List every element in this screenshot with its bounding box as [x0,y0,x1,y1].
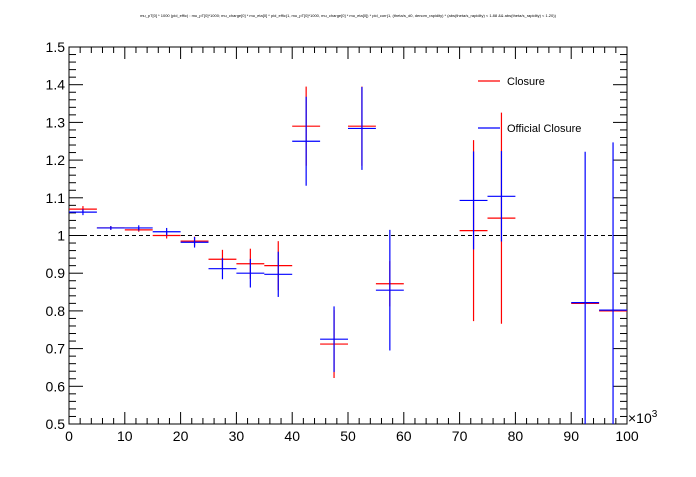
y-tick-label: 0.8 [46,303,66,319]
y-tick-label: 1.4 [46,77,66,93]
x-tick-label: 100 [615,428,639,444]
y-tick-label: 0.7 [46,341,66,357]
data-point [320,306,348,372]
x-tick-label: 70 [452,428,468,444]
data-point [69,209,97,216]
x-tick-label: 0 [65,428,73,444]
x-tick-label: 20 [173,428,189,444]
data-point [571,151,600,424]
data-point [292,96,321,186]
y-tick-label: 1 [57,228,65,244]
data-point [96,226,125,230]
x-tick-label: 30 [229,428,245,444]
legend-item: Closure [478,76,545,88]
legend: Closure Official Closure [478,76,581,135]
series-official-closure [69,86,627,424]
x-multiplier-exponent: 3 [652,409,658,420]
data-point [348,86,376,170]
legend-label: Official Closure [507,123,581,135]
y-tick-label: 0.6 [46,378,66,394]
y-tick-label: 1.5 [46,39,66,55]
x-tick-label: 90 [563,428,579,444]
y-tick-label: 0.9 [46,265,66,281]
y-axis: 0.5 0.6 0.7 0.8 0.9 1 1.1 1.2 1.3 1.4 1.5 [46,39,627,432]
data-point [208,258,237,280]
legend-label: Closure [507,76,545,88]
x-tick-label: 40 [284,428,300,444]
y-tick-label: 1.1 [46,190,66,206]
x-tick-label: 50 [340,428,356,444]
x-multiplier: ×103 [628,409,658,426]
data-point [152,227,181,236]
data-point [264,251,293,297]
y-tick-label: 1.3 [46,114,66,130]
data-point [236,258,265,288]
data-point [180,237,209,248]
legend-item: Official Closure [478,123,581,135]
series-layer [69,86,627,424]
y-tick-label: 1.2 [46,152,66,168]
x-tick-label: 60 [396,428,412,444]
data-point [487,151,516,242]
x-tick-label: 80 [508,428,524,444]
x-axis: 0 10 20 30 40 50 60 70 80 90 100 [65,47,639,444]
data-point [124,225,153,231]
data-point [599,142,627,424]
x-tick-label: 10 [117,428,133,444]
x-multiplier-base: ×10 [628,410,652,426]
data-point [375,229,404,351]
data-point [459,151,488,250]
y-tick-label: 0.5 [46,416,66,432]
chart-title: mu_pT[0] * 1000 (pid_effic) : mu_pT[0]*1… [140,13,557,18]
